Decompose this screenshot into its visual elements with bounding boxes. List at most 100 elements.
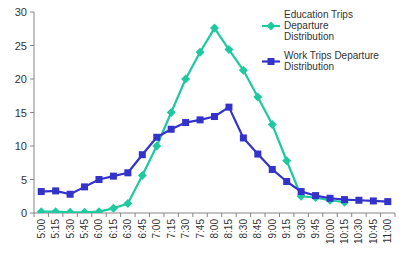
y-tick-label: 15 — [15, 107, 27, 119]
x-tick-label: 10:30 — [353, 219, 364, 244]
data-point — [66, 208, 75, 213]
data-point — [67, 191, 74, 198]
x-tick-label: 7:30 — [180, 219, 191, 239]
y-tick-label: 25 — [15, 40, 27, 52]
data-point — [167, 108, 176, 117]
x-tick-label: 6:45 — [137, 219, 148, 239]
x-tick-label: 6:30 — [122, 219, 133, 239]
x-tick-label: 9:00 — [267, 219, 278, 239]
data-point — [181, 75, 190, 84]
x-tick-label: 5:30 — [65, 219, 76, 239]
legend-label-line: Departure — [284, 20, 329, 31]
data-point — [254, 151, 261, 158]
data-point — [168, 126, 175, 133]
chart-svg: 0 5 10 15 20 25 30 5:005:15 5:305:456:00 6:156:30… — [0, 0, 406, 257]
data-point — [152, 142, 161, 151]
legend-label: Work Trips DepartureDistribution — [284, 50, 379, 72]
x-tick — [135, 213, 136, 217]
data-point — [341, 196, 348, 203]
data-point — [282, 156, 291, 165]
data-point — [109, 204, 118, 213]
series-1 — [38, 104, 392, 205]
x-tick — [163, 213, 164, 217]
x-tick-label: 11:00 — [382, 219, 393, 244]
x-tick — [265, 213, 266, 217]
x-tick-label: 10:00 — [325, 219, 336, 244]
x-tick — [293, 213, 294, 217]
data-point — [52, 187, 59, 194]
data-point — [239, 66, 248, 75]
x-tick — [380, 213, 381, 217]
data-point — [80, 208, 89, 213]
data-point — [123, 199, 132, 208]
x-tick-label: 5:45 — [79, 219, 90, 239]
data-point — [224, 45, 233, 54]
x-tick — [337, 213, 338, 217]
data-point — [312, 192, 319, 199]
x-tick-label: 9:15 — [281, 219, 292, 239]
x-tick — [221, 213, 222, 217]
data-point — [225, 104, 232, 111]
data-point — [269, 166, 276, 173]
x-tick-label: 7:45 — [195, 219, 206, 239]
data-point — [95, 176, 102, 183]
data-point — [268, 120, 277, 129]
plot-area — [37, 24, 392, 213]
x-tick-label: 10:15 — [339, 219, 350, 244]
y-tick-label: 5 — [21, 174, 27, 186]
x-tick-label: 9:30 — [296, 219, 307, 239]
data-point — [139, 151, 146, 158]
x-tick — [207, 213, 208, 217]
x-tick-label: 5:15 — [50, 219, 61, 239]
data-point — [182, 119, 189, 126]
y-tick-label: 0 — [21, 207, 27, 219]
data-point — [355, 197, 362, 204]
data-point — [51, 207, 60, 213]
x-tick — [34, 213, 35, 217]
data-point — [384, 198, 391, 205]
y-tick-label: 30 — [15, 6, 27, 18]
x-tick — [178, 213, 179, 217]
legend: Education TripsDepartureDistributionWork… — [262, 9, 379, 72]
x-tick — [250, 213, 251, 217]
x-tick — [77, 213, 78, 217]
data-point — [211, 113, 218, 120]
x-tick — [149, 213, 150, 217]
x-tick — [62, 213, 63, 217]
x-tick — [236, 213, 237, 217]
x-tick-label: 6:00 — [93, 219, 104, 239]
data-point — [327, 195, 334, 202]
x-tick-label: 5:00 — [36, 219, 47, 239]
y-tick-label: 20 — [15, 73, 27, 85]
x-tick — [106, 213, 107, 217]
x-tick-label: 8:45 — [252, 219, 263, 239]
y-tick-label: 10 — [15, 140, 27, 152]
data-point — [196, 48, 205, 57]
legend-label: Education TripsDepartureDistribution — [284, 9, 353, 42]
data-point — [81, 183, 88, 190]
y-tick — [30, 45, 34, 46]
data-point — [240, 134, 247, 141]
data-point — [253, 93, 262, 102]
y-tick — [30, 112, 34, 113]
y-tick — [30, 179, 34, 180]
chart-container: 0 5 10 15 20 25 30 5:005:15 5:305:456:00 6:156:30… — [0, 0, 406, 257]
legend-label-line: Distribution — [284, 31, 334, 42]
legend-marker — [268, 58, 275, 65]
x-tick-label: 6:15 — [108, 219, 119, 239]
legend-label-line: Education Trips — [284, 9, 353, 20]
data-point — [210, 24, 219, 33]
data-point — [197, 116, 204, 123]
x-tick — [91, 213, 92, 217]
series-line — [41, 107, 388, 201]
x-tick — [322, 213, 323, 217]
x-tick — [308, 213, 309, 217]
legend-label-line: Distribution — [284, 61, 334, 72]
data-point — [298, 188, 305, 195]
y-tick — [30, 12, 34, 13]
data-point — [138, 171, 147, 180]
x-tick — [351, 213, 352, 217]
data-point — [110, 173, 117, 180]
y-tick — [30, 213, 34, 214]
x-tick-label: 10:45 — [368, 219, 379, 244]
